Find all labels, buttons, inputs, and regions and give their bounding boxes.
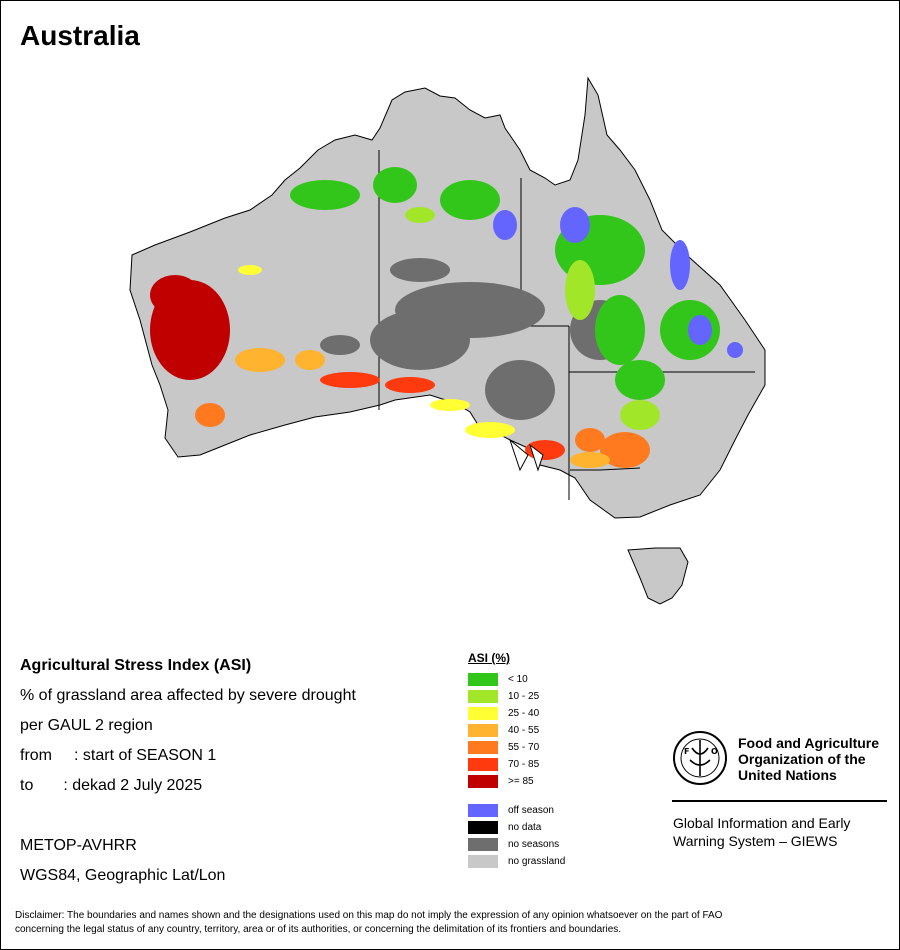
legend-swatch xyxy=(468,741,498,754)
svg-text:F: F xyxy=(684,747,689,756)
fao-name-line-3: United Nations xyxy=(738,767,837,783)
legend-swatch xyxy=(468,724,498,737)
asi-legend: ASI (%) < 10 10 - 25 25 - 40 40 - 55 55 … xyxy=(468,651,565,870)
legend-swatch xyxy=(468,707,498,720)
legend-item-gte85: >= 85 xyxy=(468,773,565,790)
legend-item-lt10: < 10 xyxy=(468,671,565,688)
legend-swatch xyxy=(468,690,498,703)
asi-55-70-areas xyxy=(195,403,650,468)
fao-emblem-icon: F O xyxy=(673,731,727,785)
giews-line-2: Warning System – GIEWS xyxy=(673,833,838,849)
legend-item-no-grassland: no grassland xyxy=(468,853,565,870)
legend-label: 25 - 40 xyxy=(508,708,540,719)
asi-25-40-areas xyxy=(238,265,515,438)
to-value: : dekad 2 July 2025 xyxy=(63,777,203,794)
legend-label: 70 - 85 xyxy=(508,759,540,770)
info-line-1: % of grassland area affected by severe d… xyxy=(20,687,356,704)
legend-label: 10 - 25 xyxy=(508,691,540,702)
legend-swatch xyxy=(468,821,498,834)
legend-item-no-seasons: no seasons xyxy=(468,836,565,853)
map-title: Australia xyxy=(20,20,140,51)
info-to: to : dekad 2 July 2025 xyxy=(20,777,202,795)
sensor-label: METOP-AVHRR xyxy=(20,837,137,854)
legend-item-25-40: 25 - 40 xyxy=(468,705,565,722)
info-title: Agricultural Stress Index (ASI) xyxy=(20,657,252,674)
off-season-areas xyxy=(493,207,743,358)
disclaimer: Disclaimer: The boundaries and names sho… xyxy=(15,909,885,937)
legend-swatch xyxy=(468,855,498,868)
legend-item-55-70: 55 - 70 xyxy=(468,739,565,756)
asi-40-55-areas xyxy=(235,348,610,468)
to-label: to xyxy=(20,777,34,794)
gulfs xyxy=(508,438,544,472)
asi-85-plus-areas xyxy=(150,275,230,380)
legend-item-10-25: 10 - 25 xyxy=(468,688,565,705)
legend-swatch xyxy=(468,758,498,771)
legend-swatch xyxy=(468,775,498,788)
legend-item-no-data: no data xyxy=(468,819,565,836)
legend-label: off season xyxy=(508,805,554,816)
legend-label: < 10 xyxy=(508,674,528,685)
svg-text:O: O xyxy=(711,747,718,756)
legend-item-70-85: 70 - 85 xyxy=(468,756,565,773)
legend-swatch xyxy=(468,673,498,686)
info-from: from : start of SEASON 1 xyxy=(20,747,216,765)
fao-divider xyxy=(672,800,887,802)
legend-label: 55 - 70 xyxy=(508,742,540,753)
disclaimer-line-1: Disclaimer: The boundaries and names sho… xyxy=(15,910,723,921)
legend-swatch xyxy=(468,804,498,817)
fao-name-line-1: Food and Agriculture xyxy=(738,735,880,751)
legend-label: 40 - 55 xyxy=(508,725,540,736)
legend-title: ASI (%) xyxy=(468,651,510,665)
legend-label: no seasons xyxy=(508,839,560,850)
fao-name-line-2: Organization of the xyxy=(738,751,866,767)
disclaimer-line-2: concerning the legal status of any count… xyxy=(15,924,622,935)
tasmania xyxy=(627,547,689,605)
giews-line-1: Global Information and Early xyxy=(673,815,851,831)
asi-10-25-areas xyxy=(405,207,660,430)
legend-swatch xyxy=(468,838,498,851)
legend-label: no data xyxy=(508,822,542,833)
legend-label: no grassland xyxy=(508,856,566,867)
legend-label: >= 85 xyxy=(508,776,534,787)
from-label: from xyxy=(20,747,52,764)
australia-map xyxy=(129,76,766,605)
projection-label: WGS84, Geographic Lat/Lon xyxy=(20,867,226,884)
legend-item-off-season: off season xyxy=(468,802,565,819)
legend-item-40-55: 40 - 55 xyxy=(468,722,565,739)
info-line-2: per GAUL 2 region xyxy=(20,717,153,734)
giews-label: Global Information and Early Warning Sys… xyxy=(673,814,850,850)
from-value: : start of SEASON 1 xyxy=(74,747,217,764)
fao-name: Food and Agriculture Organization of the… xyxy=(738,735,879,783)
